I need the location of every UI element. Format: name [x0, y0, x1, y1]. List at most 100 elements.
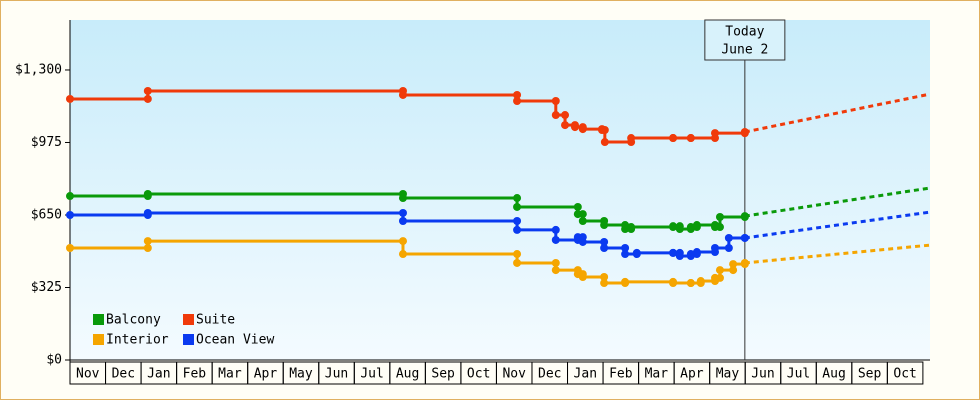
x-tick-label: Aug: [822, 367, 845, 382]
x-tick-label: Jul: [787, 367, 810, 382]
x-tick-label: Dec: [538, 367, 561, 382]
data-point: [66, 192, 74, 201]
data-point: [578, 217, 587, 226]
x-tick-label: May: [716, 367, 740, 382]
step-dot-before: [551, 225, 560, 234]
data-point: [551, 266, 560, 275]
data-point: [143, 237, 152, 246]
data-point: [621, 225, 630, 234]
plot-area: [70, 20, 930, 360]
data-point: [621, 277, 630, 286]
step-dot-before: [621, 244, 630, 253]
month-cell: [886, 361, 924, 385]
data-point: [711, 273, 719, 282]
x-tick-label: Jan: [147, 367, 170, 382]
data-point: [692, 221, 701, 230]
data-point: [715, 266, 724, 275]
data-point: [686, 250, 695, 259]
data-point: [729, 260, 738, 269]
step-dot-before: [551, 96, 560, 105]
data-point: [513, 225, 522, 234]
data-point: [597, 125, 606, 134]
projection-line: [744, 210, 931, 240]
step-dot-before: [724, 244, 733, 253]
data-point: [578, 237, 587, 246]
x-tick-label: Oct: [467, 367, 490, 382]
legend-label: Interior: [106, 333, 169, 348]
step-dot-before: [398, 237, 407, 246]
step-dot-before: [551, 258, 560, 267]
x-tick-label: Sep: [858, 367, 882, 382]
data-point: [627, 223, 636, 232]
data-point: [621, 250, 630, 259]
x-tick-label: Mar: [645, 367, 669, 382]
data-point: [561, 121, 570, 130]
data-point: [724, 233, 733, 242]
step-dot-before: [729, 266, 738, 275]
data-point: [600, 138, 609, 147]
legend-swatch: [183, 334, 194, 345]
legend-label: Suite: [196, 313, 235, 328]
y-tick-label: $0: [46, 353, 62, 368]
x-tick-label: Mar: [218, 367, 242, 382]
data-point: [632, 248, 641, 257]
data-point: [570, 123, 579, 132]
x-tick-label: Feb: [183, 367, 207, 382]
projection-line: [744, 243, 931, 265]
data-point: [600, 279, 609, 288]
legend-swatch: [93, 334, 104, 345]
legend-swatch: [93, 314, 104, 325]
projection-line: [744, 92, 931, 134]
data-point: [398, 217, 407, 226]
data-point: [669, 222, 678, 231]
step-dot-before: [513, 194, 522, 203]
data-point: [669, 279, 678, 288]
data-point: [551, 235, 560, 244]
data-point: [711, 244, 719, 253]
x-tick-label: Jun: [751, 367, 774, 382]
data-point: [66, 94, 74, 103]
x-tick-label: Dec: [112, 367, 135, 382]
x-tick-label: Nov: [76, 367, 100, 382]
data-point: [143, 208, 152, 217]
data-point: [675, 252, 684, 261]
step-dot-before: [513, 90, 522, 99]
step-dot-before: [513, 217, 522, 226]
data-point: [398, 194, 407, 203]
legend-label: Balcony: [106, 313, 161, 328]
x-tick-label: Apr: [680, 367, 704, 382]
data-point: [573, 233, 582, 242]
data-point: [711, 223, 719, 232]
data-point: [578, 125, 587, 134]
data-point: [686, 279, 695, 288]
data-point: [66, 210, 74, 219]
data-point: [686, 223, 695, 232]
data-point: [513, 258, 522, 267]
step-dot-before: [513, 250, 522, 259]
data-point: [669, 134, 678, 143]
step-dot-before: [573, 202, 582, 211]
y-tick-label: $975: [31, 135, 62, 150]
data-point: [696, 277, 705, 286]
today-date: June 2: [721, 43, 768, 58]
data-point: [66, 244, 74, 253]
step-dot-before: [561, 111, 570, 120]
y-tick-label: $650: [31, 207, 62, 222]
data-point: [143, 86, 152, 95]
x-tick-label: Oct: [893, 367, 916, 382]
today-box: [704, 19, 786, 61]
x-tick-label: Jan: [574, 367, 597, 382]
data-point: [143, 190, 152, 199]
today-label: Today: [725, 25, 764, 40]
data-point: [551, 111, 560, 120]
step-dot-before: [143, 94, 152, 103]
step-dot-before: [600, 273, 609, 282]
x-tick-label: May: [289, 367, 313, 382]
data-point: [675, 225, 684, 234]
data-point: [578, 273, 587, 282]
y-tick-label: $325: [31, 280, 62, 295]
data-point: [398, 90, 407, 99]
data-point: [513, 96, 522, 105]
data-point: [669, 248, 678, 257]
data-point: [692, 248, 701, 257]
